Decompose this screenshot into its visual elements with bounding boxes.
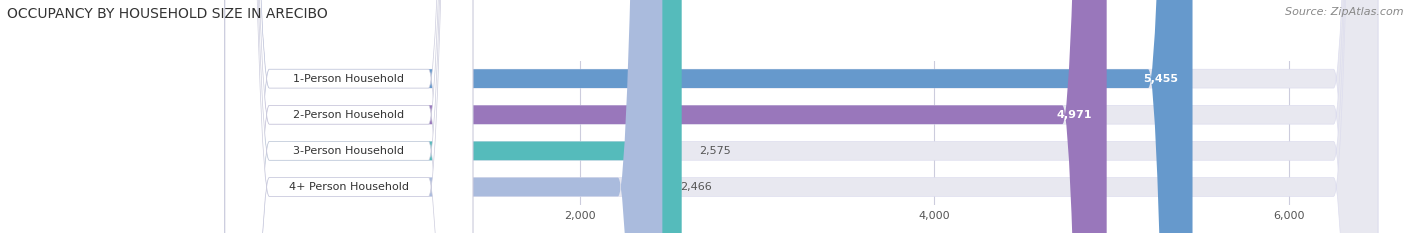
FancyBboxPatch shape bbox=[225, 0, 1378, 233]
Text: 4+ Person Household: 4+ Person Household bbox=[288, 182, 409, 192]
Text: 1-Person Household: 1-Person Household bbox=[294, 74, 405, 84]
FancyBboxPatch shape bbox=[225, 0, 472, 233]
FancyBboxPatch shape bbox=[225, 0, 1378, 233]
FancyBboxPatch shape bbox=[225, 0, 662, 233]
Text: Source: ZipAtlas.com: Source: ZipAtlas.com bbox=[1285, 7, 1403, 17]
Text: 2,575: 2,575 bbox=[699, 146, 731, 156]
FancyBboxPatch shape bbox=[225, 0, 472, 233]
FancyBboxPatch shape bbox=[225, 0, 472, 233]
FancyBboxPatch shape bbox=[225, 0, 1378, 233]
Text: 5,455: 5,455 bbox=[1143, 74, 1178, 84]
FancyBboxPatch shape bbox=[225, 0, 1378, 233]
FancyBboxPatch shape bbox=[225, 0, 1107, 233]
Text: OCCUPANCY BY HOUSEHOLD SIZE IN ARECIBO: OCCUPANCY BY HOUSEHOLD SIZE IN ARECIBO bbox=[7, 7, 328, 21]
Text: 2,466: 2,466 bbox=[681, 182, 711, 192]
FancyBboxPatch shape bbox=[225, 0, 472, 233]
Text: 3-Person Household: 3-Person Household bbox=[294, 146, 405, 156]
FancyBboxPatch shape bbox=[225, 0, 1192, 233]
Text: 4,971: 4,971 bbox=[1057, 110, 1092, 120]
Text: 2-Person Household: 2-Person Household bbox=[294, 110, 405, 120]
FancyBboxPatch shape bbox=[225, 0, 682, 233]
